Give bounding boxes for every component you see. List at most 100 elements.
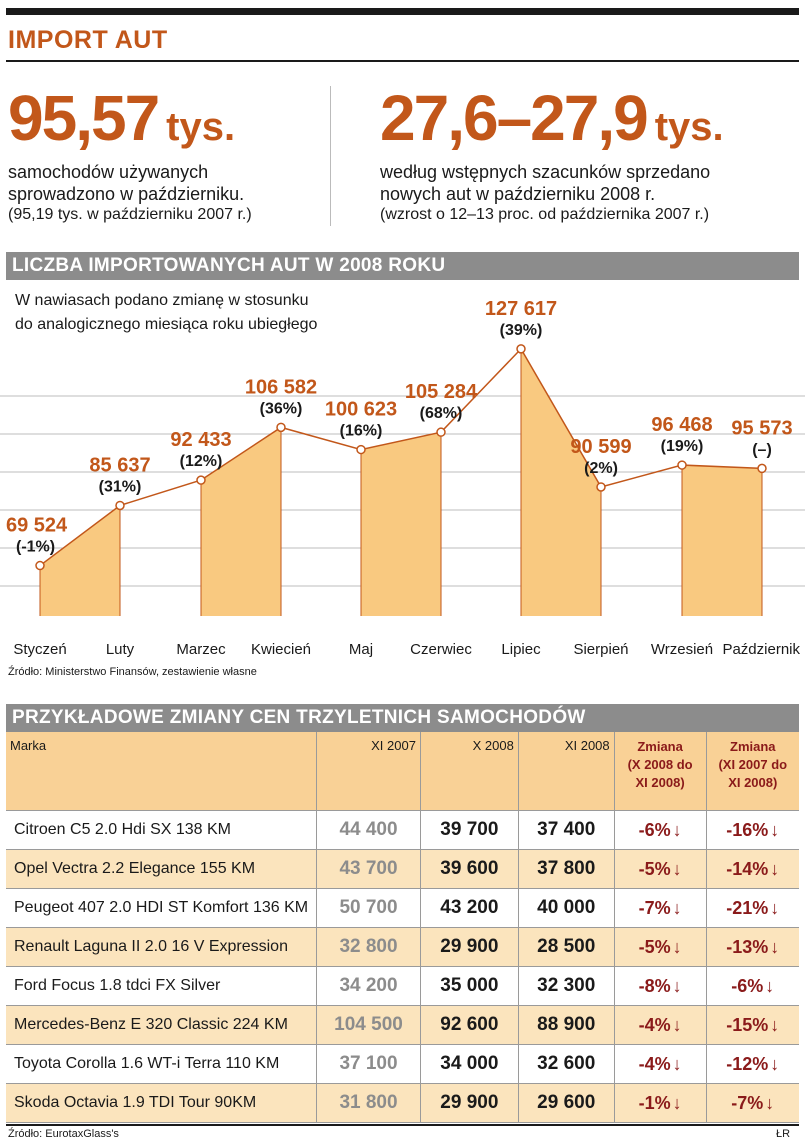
arrow-down-icon: ↓ [672,1014,682,1035]
table-cell-change-month-value: -4% [638,1053,671,1074]
table-row: Toyota Corolla 1.6 WT-i Terra 110 KM 37 1… [6,1044,799,1084]
table-cell-model: Skoda Octavia 1.9 TDI Tour 90KM [6,1083,318,1123]
stat-right-line1: według wstępnych szacunków sprzedano [380,162,711,182]
table-cell-x2008-value: 34 000 [440,1053,499,1074]
change-label-2: (12%) [180,453,223,470]
arrow-down-icon: ↓ [770,1014,780,1035]
area-band-3 [521,348,601,616]
table-cell-model-value: Renault Laguna II 2.0 16 V Expression [14,938,288,955]
table-cell-xi2007-value: 31 800 [339,1092,398,1113]
table-cell-xi2008-value: 37 400 [537,819,596,840]
table-cell-xi2008: 88 900 [518,1005,615,1045]
header-xi2008: XI 2008 [518,732,615,811]
value-label-6: 127 617 [485,298,557,320]
table-cell-change-month-value: -1% [638,1092,671,1113]
price-table: Marka XI 2007 X 2008 XI 2008 Zmiana (X 2… [6,732,799,1123]
change-label-0: (-1%) [16,539,55,556]
data-point-8 [677,460,687,470]
data-point-0 [35,560,45,571]
table-cell-xi2007: 32 800 [316,927,421,967]
area-band-2 [361,432,441,616]
chart-source: Źródło: Ministerstwo Finansów, zestawien… [8,666,257,678]
arrow-down-icon: ↓ [672,897,682,918]
data-point-3 [276,422,286,433]
table-cell-model-value: Peugeot 407 2.0 HDI ST Komfort 136 KM [14,899,309,916]
table-cell-change-year-value: -14% [726,858,769,879]
change-label-5: (68%) [420,405,463,422]
stat-right-number-line: 27,6–27,9 tys. [380,86,724,159]
table-cell-change-year-value: -13% [726,936,769,957]
table-cell-change-month: -1% ↓ [614,1083,707,1123]
x-tick-label-6: Lipiec [501,641,541,658]
stat-right-unit: tys. [654,105,724,149]
table-cell-change-year: -13% ↓ [706,927,799,967]
table-cell-change-year-value: -6% [731,975,764,996]
chart-note: W nawiasach podano zmianę w stosunku do … [15,289,415,337]
table-cell-x2008: 34 000 [420,1044,519,1084]
table-cell-change-year: -6% ↓ [706,966,799,1006]
table-cell-change-year: -15% ↓ [706,1005,799,1045]
table-cell-change-year-value: -21% [726,897,769,918]
table-cell-change-year-value: -7% [731,1092,764,1113]
table-row: Peugeot 407 2.0 HDI ST Komfort 136 KM 50 … [6,888,799,928]
table-cell-x2008: 29 900 [420,1083,519,1123]
value-label-3: 106 582 [245,376,317,398]
arrow-down-icon: ↓ [765,975,775,996]
arrow-down-icon: ↓ [672,1092,682,1113]
table-cell-xi2008-value: 88 900 [537,1014,596,1035]
series-line [39,347,763,567]
data-point-4 [356,444,366,455]
table-header-row: Marka XI 2007 X 2008 XI 2008 Zmiana (X 2… [6,732,799,811]
arrow-down-icon: ↓ [672,975,682,996]
x-tick-label-4: Maj [349,641,373,658]
table-cell-xi2007: 34 200 [316,966,421,1006]
table-cell-xi2008: 29 600 [518,1083,615,1123]
header-change-year-l1: Zmiana [730,739,776,754]
arrow-down-icon: ↓ [672,819,682,840]
x-tick-label-1: Luty [106,641,135,658]
x-tick-label-9: Październik [722,641,800,658]
value-label-5: 105 284 [405,381,478,403]
table-cell-xi2008: 37 400 [518,810,615,850]
change-label-7: (2%) [584,460,618,477]
x-tick-label-0: Styczeń [13,641,66,658]
table-cell-xi2007: 43 700 [316,849,421,889]
table-cell-xi2007: 104 500 [316,1005,421,1045]
table-cell-xi2007: 44 400 [316,810,421,850]
header-change-year-l3: XI 2008) [728,775,778,790]
table-row: Ford Focus 1.8 tdci FX Silver 34 200 35 00… [6,966,799,1006]
table-cell-model-value: Mercedes-Benz E 320 Classic 224 KM [14,1016,288,1033]
header-marka: Marka [6,732,318,811]
table-cell-xi2008: 40 000 [518,888,615,928]
arrow-down-icon: ↓ [770,858,780,879]
table-cell-model: Mercedes-Benz E 320 Classic 224 KM [6,1005,318,1045]
data-point-2 [196,475,206,485]
data-point-5 [436,427,446,437]
change-label-8: (19%) [661,438,704,455]
header-xi2007: XI 2007 [316,732,421,811]
header-change-month-l3: XI 2008) [635,775,685,790]
table-cell-x2008: 39 600 [420,849,519,889]
table-cell-model: Peugeot 407 2.0 HDI ST Komfort 136 KM [6,888,318,928]
table-cell-model-value: Skoda Octavia 1.9 TDI Tour 90KM [14,1094,257,1111]
change-label-1: (31%) [99,478,142,495]
table-cell-change-year-value: -12% [726,1053,769,1074]
table-cell-change-month-value: -5% [638,858,671,879]
header-x2008: X 2008 [420,732,519,811]
header-change-month-l1: Zmiana [637,739,683,754]
x-tick-label-3: Kwiecień [251,641,311,658]
table-cell-change-month: -5% ↓ [614,849,707,889]
table-cell-xi2008: 32 300 [518,966,615,1006]
table-cell-x2008: 39 700 [420,810,519,850]
data-point-1 [115,500,125,511]
table-cell-change-year: -12% ↓ [706,1044,799,1084]
arrow-down-icon: ↓ [765,1092,775,1113]
table-cell-x2008-value: 29 900 [440,1092,499,1113]
table-cell-model-value: Toyota Corolla 1.6 WT-i Terra 110 KM [14,1055,280,1072]
value-label-2: 92 433 [170,429,231,451]
header-change-month-l2: (X 2008 do [627,757,693,772]
table-cell-xi2008: 37 800 [518,849,615,889]
x-tick-label-2: Marzec [176,641,226,658]
table-cell-xi2007-value: 104 500 [334,1014,403,1035]
table-cell-change-month: -8% ↓ [614,966,707,1006]
